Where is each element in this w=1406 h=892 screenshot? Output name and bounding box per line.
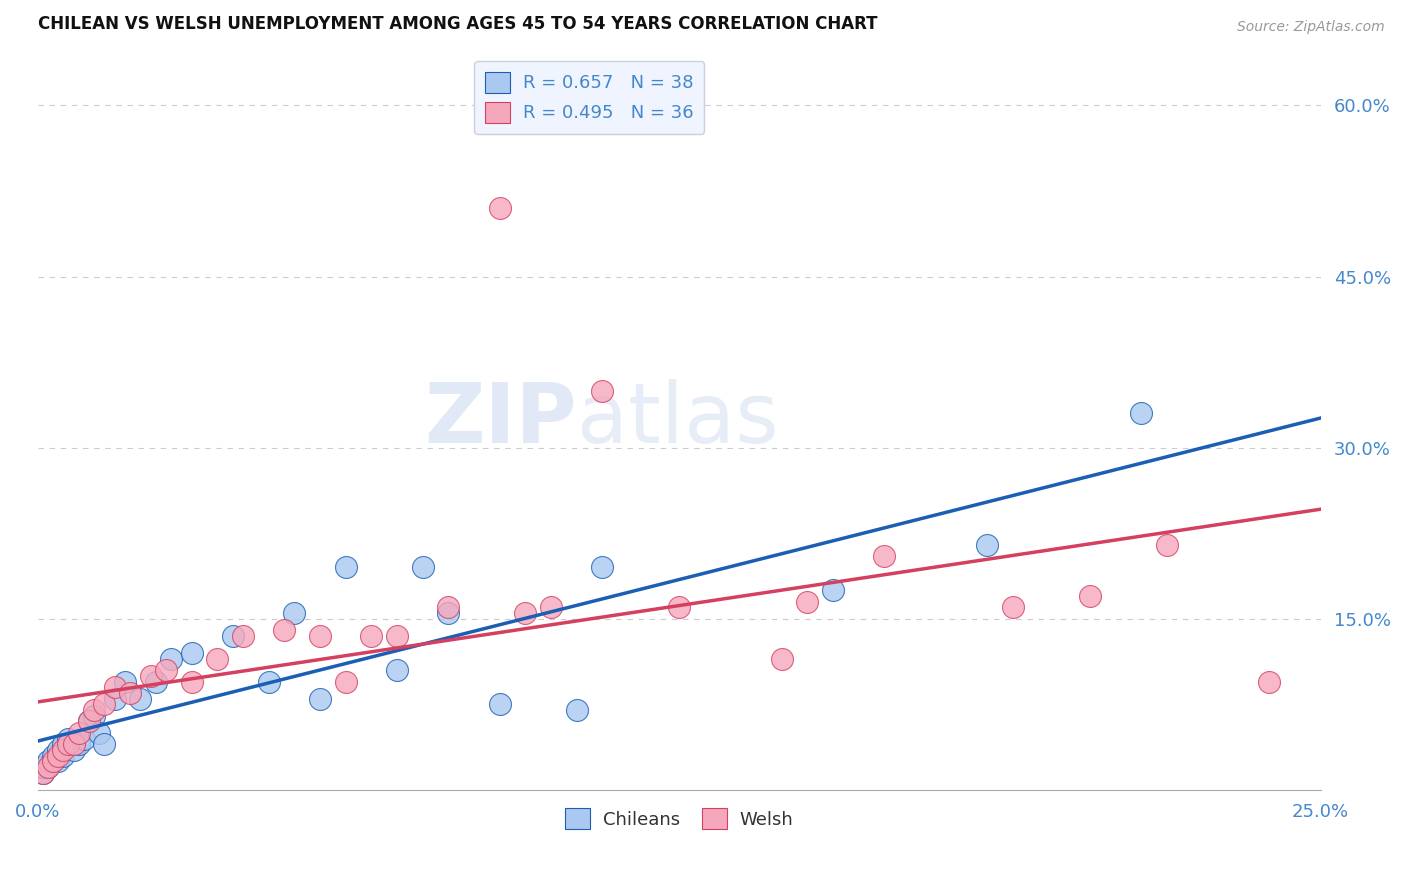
Point [257, 674, 280, 689]
Point [591, 384, 613, 398]
Point [155, 663, 177, 677]
Point [93, 698, 115, 712]
Point [412, 560, 434, 574]
Point [1130, 407, 1153, 421]
Point [1258, 674, 1281, 689]
Point [873, 549, 896, 563]
Point [385, 629, 408, 643]
Point [515, 606, 537, 620]
Point [139, 669, 162, 683]
Point [42, 748, 65, 763]
Point [46, 755, 69, 769]
Point [83, 708, 105, 723]
Point [89, 726, 111, 740]
Point [42, 755, 65, 769]
Point [120, 686, 142, 700]
Point [37, 760, 59, 774]
Point [77, 714, 100, 729]
Point [668, 600, 690, 615]
Point [104, 691, 127, 706]
Point [83, 703, 105, 717]
Text: Source: ZipAtlas.com: Source: ZipAtlas.com [1237, 20, 1385, 34]
Text: ZIP: ZIP [425, 379, 576, 459]
Point [46, 743, 69, 757]
Point [58, 737, 80, 751]
Point [335, 560, 357, 574]
Point [52, 743, 75, 757]
Point [565, 703, 588, 717]
Point [335, 674, 357, 689]
Point [180, 646, 202, 660]
Point [93, 737, 115, 751]
Point [437, 606, 460, 620]
Point [309, 691, 332, 706]
Point [67, 737, 90, 751]
Point [104, 680, 127, 694]
Point [42, 755, 65, 769]
Text: atlas: atlas [576, 379, 779, 459]
Point [37, 760, 59, 774]
Point [540, 600, 562, 615]
Point [488, 201, 510, 215]
Point [1078, 589, 1101, 603]
Point [180, 674, 202, 689]
Text: CHILEAN VS WELSH UNEMPLOYMENT AMONG AGES 45 TO 54 YEARS CORRELATION CHART: CHILEAN VS WELSH UNEMPLOYMENT AMONG AGES… [38, 15, 877, 33]
Point [222, 629, 245, 643]
Point [976, 538, 998, 552]
Point [67, 726, 90, 740]
Point [52, 748, 75, 763]
Point [232, 629, 254, 643]
Point [591, 560, 613, 574]
Point [283, 606, 305, 620]
Point [1001, 600, 1024, 615]
Point [62, 737, 84, 751]
Point [160, 651, 183, 665]
Point [77, 714, 100, 729]
Point [796, 595, 818, 609]
Point [31, 760, 53, 774]
Point [31, 765, 53, 780]
Point [52, 737, 75, 751]
Point [46, 748, 69, 763]
Point [273, 624, 295, 638]
Point [309, 629, 332, 643]
Legend: Chileans, Welsh: Chileans, Welsh [558, 801, 800, 837]
Point [207, 651, 229, 665]
Point [129, 691, 152, 706]
Point [488, 698, 510, 712]
Point [58, 731, 80, 746]
Point [145, 674, 167, 689]
Point [770, 651, 793, 665]
Point [73, 731, 96, 746]
Point [360, 629, 382, 643]
Point [31, 765, 53, 780]
Point [385, 663, 408, 677]
Point [62, 743, 84, 757]
Point [437, 600, 460, 615]
Point [1156, 538, 1178, 552]
Point [37, 755, 59, 769]
Point [823, 583, 845, 598]
Point [114, 674, 136, 689]
